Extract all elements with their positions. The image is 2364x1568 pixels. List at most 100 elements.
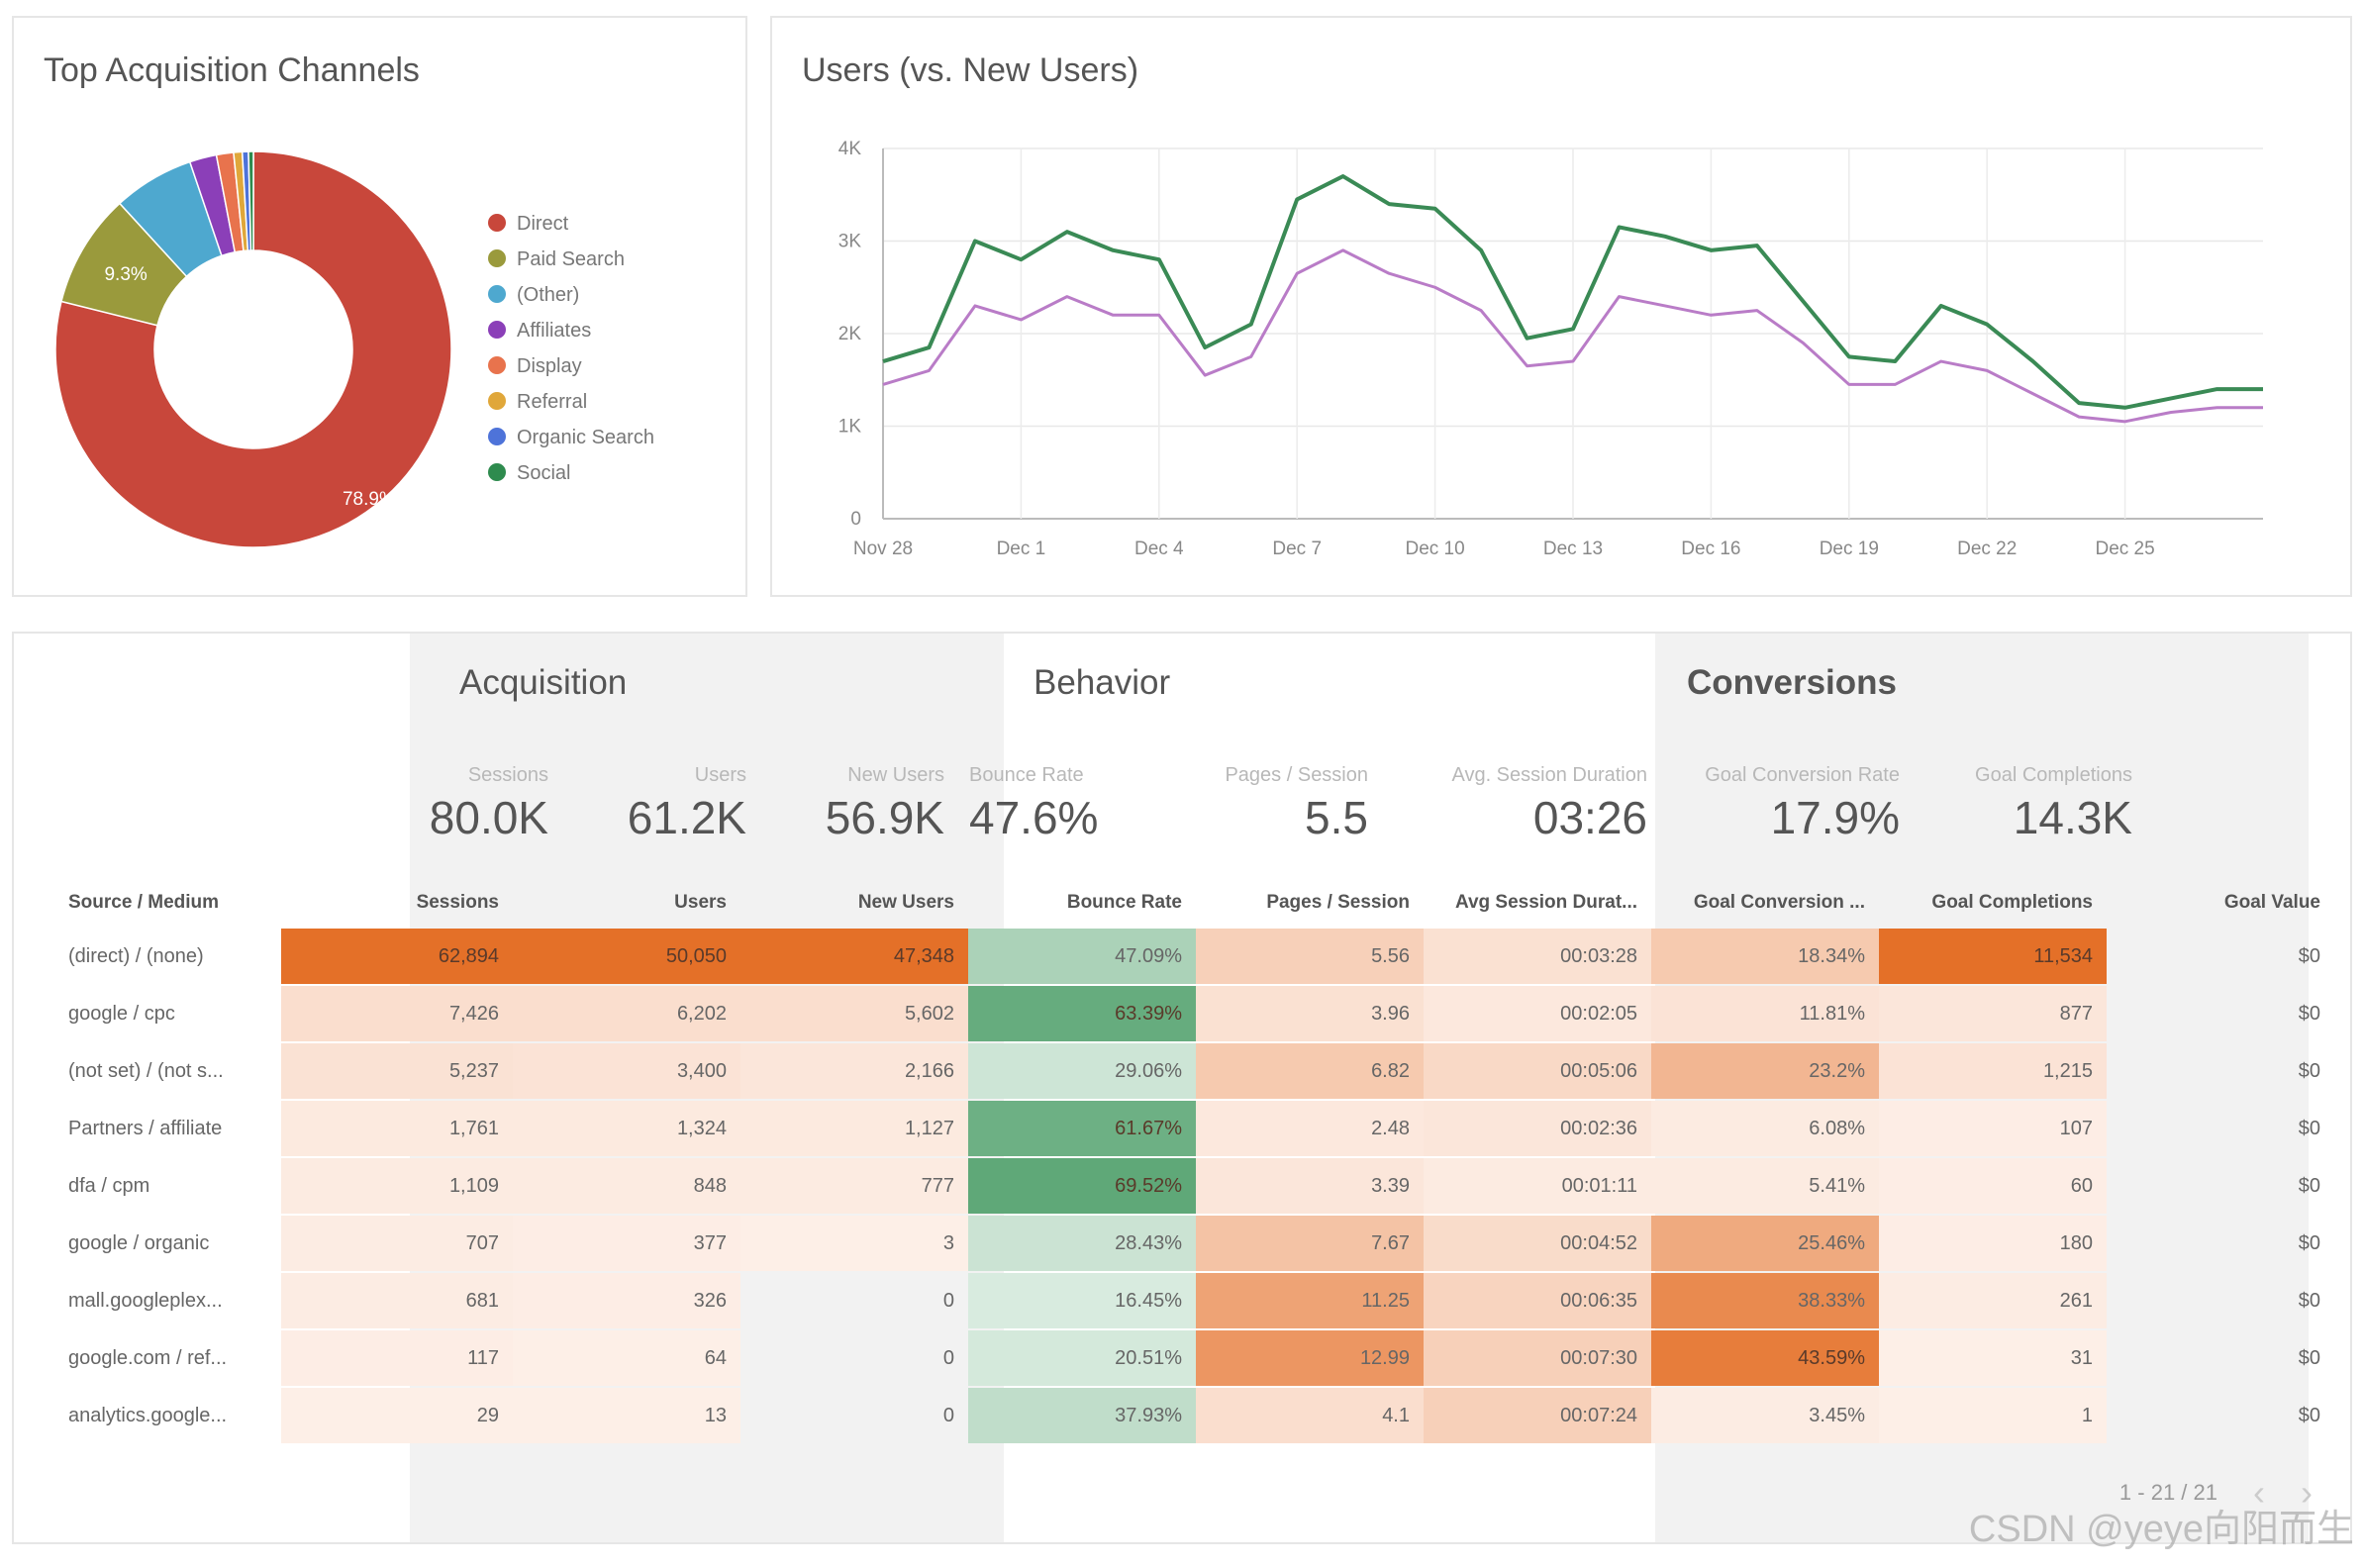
column-header[interactable]: Bounce Rate bbox=[1066, 892, 1182, 913]
prev-page-icon[interactable]: ‹ bbox=[2253, 1472, 2265, 1513]
metric-goal-completions: Goal Completions 14.3K bbox=[1910, 764, 2132, 844]
table-row[interactable]: Partners / affiliate 1,761 1,324 1,127 61.67… bbox=[14, 1101, 2350, 1158]
table-cell: 877 bbox=[1879, 986, 2107, 1041]
acquisition-channels-card: Top Acquisition Channels 78.9% 9.3% Direct… bbox=[12, 16, 747, 597]
table-cell: 6,202 bbox=[513, 986, 740, 1041]
table-cell: 43.59% bbox=[1651, 1330, 1879, 1386]
legend-swatch bbox=[488, 249, 506, 267]
column-header[interactable]: Sessions bbox=[416, 892, 499, 913]
table-row[interactable]: google / cpc 7,426 6,202 5,602 63.39% 3.96 00:… bbox=[14, 986, 2350, 1043]
table-cell: 11.25 bbox=[1196, 1273, 1424, 1328]
metric-label: New Users bbox=[847, 764, 944, 786]
x-tick-label: Dec 7 bbox=[1272, 539, 1322, 559]
section-title-behavior: Behavior bbox=[1034, 663, 1171, 702]
donut-data-label: 78.9% bbox=[343, 489, 396, 510]
metric-value: 17.9% bbox=[1770, 792, 1900, 843]
source-medium-cell: (not set) / (not s... bbox=[68, 1060, 224, 1082]
metric-value: 80.0K bbox=[429, 792, 548, 843]
table-cell: 107 bbox=[1879, 1101, 2107, 1156]
users-line-chart-card: Users (vs. New Users) 0 1K 2K 3K 4K Nov 28 Dec… bbox=[770, 16, 2352, 597]
y-tick-label: 1K bbox=[838, 417, 862, 438]
table-cell: 1,324 bbox=[513, 1101, 740, 1156]
table-cell: 681 bbox=[281, 1273, 513, 1328]
column-header[interactable]: Goal Value bbox=[2223, 892, 2320, 913]
metric-label: Sessions bbox=[467, 764, 548, 786]
x-tick-label: Dec 1 bbox=[997, 539, 1046, 559]
table-cell: 5.41% bbox=[1651, 1158, 1879, 1214]
metric-label: Pages / Session bbox=[1225, 764, 1368, 786]
table-cell: 64 bbox=[513, 1330, 740, 1386]
table-cell: 00:03:28 bbox=[1424, 929, 1651, 984]
pagination: 1 - 21 / 21 ‹ › bbox=[2119, 1475, 2313, 1511]
y-tick-label: 2K bbox=[838, 324, 862, 344]
column-header[interactable]: Source / Medium bbox=[68, 892, 220, 913]
metric-label: Users bbox=[694, 764, 746, 786]
series-line[interactable] bbox=[882, 248, 2263, 424]
column-header[interactable]: Goal Completions bbox=[1931, 892, 2093, 913]
donut-slice-direct[interactable] bbox=[54, 150, 452, 548]
table-cell: 0 bbox=[942, 1405, 954, 1426]
table-cell: 00:06:35 bbox=[1424, 1273, 1651, 1328]
table-row[interactable]: mall.googleplex... 681 326 0 16.45% 11.25 00:0… bbox=[14, 1273, 2350, 1330]
table-row[interactable]: dfa / cpm 1,109 848 777 69.52% 3.39 00:01:11 5.… bbox=[14, 1158, 2350, 1216]
table-cell: 62,894 bbox=[281, 929, 513, 984]
source-medium-cell: google / organic bbox=[68, 1232, 210, 1254]
section-title-acquisition: Acquisition bbox=[459, 663, 628, 702]
source-medium-cell: analytics.google... bbox=[68, 1405, 228, 1426]
metric-label: Goal Completions bbox=[1975, 764, 2132, 786]
table-cell: 5.56 bbox=[1196, 929, 1424, 984]
x-tick-label: Dec 19 bbox=[1820, 539, 1879, 559]
donut-chart: 78.9% 9.3% Direct Paid Search (Other) Affilia… bbox=[54, 150, 654, 548]
table-cell: 2,166 bbox=[740, 1043, 968, 1099]
table-cell: 47,348 bbox=[740, 929, 968, 984]
next-page-icon[interactable]: › bbox=[2301, 1472, 2313, 1513]
table-cell: 2.48 bbox=[1196, 1101, 1424, 1156]
donut-slice-social[interactable] bbox=[247, 150, 254, 251]
legend-swatch bbox=[488, 463, 506, 481]
column-header[interactable]: New Users bbox=[857, 892, 954, 913]
series-line[interactable] bbox=[882, 174, 2263, 410]
table-cell: $0 bbox=[2298, 1232, 2320, 1254]
column-header[interactable]: Pages / Session bbox=[1266, 892, 1410, 913]
table-cell: 23.2% bbox=[1651, 1043, 1879, 1099]
legend-label: Display bbox=[517, 355, 582, 377]
metric-label: Goal Conversion Rate bbox=[1705, 764, 1900, 786]
legend-swatch bbox=[488, 356, 506, 374]
table-row[interactable]: google / organic 707 377 3 28.43% 7.67 00:04:5… bbox=[14, 1216, 2350, 1273]
table-cell: 13 bbox=[513, 1388, 740, 1443]
table-row[interactable]: (direct) / (none) 62,894 50,050 47,348 47.09… bbox=[14, 929, 2350, 986]
column-header[interactable]: Goal Conversion ... bbox=[1693, 892, 1865, 913]
table-cell: $0 bbox=[2298, 1003, 2320, 1025]
table-cell: 37.93% bbox=[968, 1388, 1196, 1443]
table-row[interactable]: google.com / ref... 117 64 0 20.51% 12.99 00:0… bbox=[14, 1330, 2350, 1388]
table-cell: 29 bbox=[281, 1388, 513, 1443]
table-cell: $0 bbox=[2298, 1347, 2320, 1369]
table-cell: 50,050 bbox=[513, 929, 740, 984]
metric-label: Bounce Rate bbox=[969, 764, 1084, 786]
table-cell: $0 bbox=[2298, 1175, 2320, 1197]
x-tick-label: Dec 4 bbox=[1134, 539, 1184, 559]
table-cell: 117 bbox=[281, 1330, 513, 1386]
column-header[interactable]: Avg Session Durat... bbox=[1454, 892, 1637, 913]
x-tick-label: Dec 22 bbox=[1957, 539, 2017, 559]
legend-label: Affiliates bbox=[517, 320, 591, 342]
table-cell: $0 bbox=[2298, 1118, 2320, 1139]
table-cell: 1,109 bbox=[281, 1158, 513, 1214]
table-cell: 18.34% bbox=[1651, 929, 1879, 984]
table-cell: 00:02:05 bbox=[1424, 986, 1651, 1041]
metric-value: 14.3K bbox=[2013, 792, 2132, 843]
table-row[interactable]: analytics.google... 29 13 0 37.93% 4.1 00:07:2… bbox=[14, 1388, 2350, 1445]
metric-value: 5.5 bbox=[1305, 792, 1368, 843]
table-row[interactable]: (not set) / (not s... 5,237 3,400 2,166 29.0… bbox=[14, 1043, 2350, 1101]
source-medium-cell: dfa / cpm bbox=[68, 1175, 150, 1197]
metric-value: 47.6% bbox=[969, 792, 1099, 843]
metric-value: 61.2K bbox=[627, 792, 746, 843]
donut-chart-title: Top Acquisition Channels bbox=[44, 51, 420, 89]
table-cell: 5,602 bbox=[740, 986, 968, 1041]
column-header[interactable]: Users bbox=[674, 892, 727, 913]
table-cell: 707 bbox=[281, 1216, 513, 1271]
table-cell: 00:02:36 bbox=[1424, 1101, 1651, 1156]
metric-goal-conversion-rate: Goal Conversion Rate 17.9% bbox=[1662, 764, 1900, 844]
table-cell: 11,534 bbox=[1879, 929, 2107, 984]
table-cell: 29.06% bbox=[968, 1043, 1196, 1099]
